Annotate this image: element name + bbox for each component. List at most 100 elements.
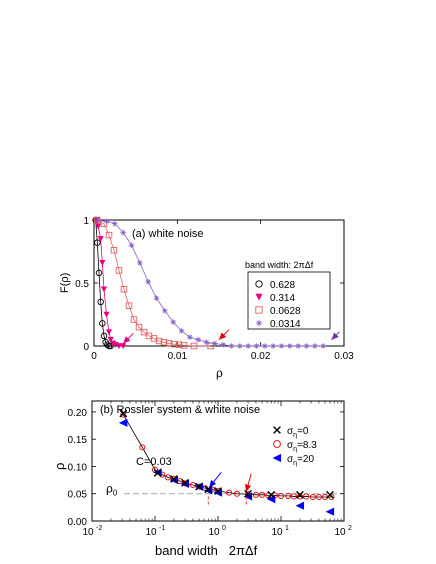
data-point [130, 316, 138, 323]
data-point [94, 239, 101, 246]
x-tick-label: 10 [271, 527, 283, 538]
data-point [120, 229, 126, 236]
data-point [187, 334, 193, 340]
data-point [170, 319, 176, 325]
data-point [170, 340, 178, 348]
x-tick-exponent: 2 [348, 525, 352, 532]
annotation-arrow [208, 472, 222, 488]
x-tick-label: 0.03 [334, 351, 354, 362]
panel-a-arrows [122, 329, 340, 344]
panel-a-series [92, 216, 326, 350]
data-point [137, 260, 143, 266]
x-tick-label: 10 [208, 527, 220, 538]
data-point [120, 286, 128, 293]
panel-b-legend: ση=0ση=8.3ση=20 [272, 426, 317, 467]
legend-label: ση=8.3 [287, 440, 317, 453]
y-tick-label: 0.05 [68, 490, 88, 501]
data-point [245, 343, 251, 349]
data-point [285, 492, 292, 499]
legend-label: 0.314 [270, 293, 295, 304]
x-tick-label: 0 [91, 351, 97, 362]
y-tick-label: 0.00 [68, 517, 88, 528]
data-point [226, 489, 233, 496]
data-point [99, 260, 106, 266]
data-point [120, 411, 127, 418]
x-tick-label: 10 [334, 527, 346, 538]
data-point [320, 343, 326, 349]
legend-marker [272, 453, 282, 463]
annotation-arrow-head [331, 332, 339, 340]
data-point [204, 485, 213, 494]
data-point [97, 298, 104, 306]
panel-a-xlabel: ρ [216, 366, 223, 380]
data-point [190, 342, 198, 350]
panel-b-ylabel: ρ [52, 463, 67, 470]
data-point [175, 341, 183, 348]
data-point [253, 343, 260, 349]
panel-b-series [118, 409, 335, 516]
y-tick-label: 1 [83, 216, 89, 227]
data-point [153, 295, 160, 301]
panel-b-xlabel: band width 2πΔf [155, 543, 258, 558]
data-point [195, 336, 201, 343]
data-point [195, 482, 203, 491]
data-point [214, 487, 222, 495]
annotation-arrow [122, 333, 134, 344]
panel-a-legend-title: band width: 2πΔf [245, 260, 314, 270]
panel-a-legend-box [247, 271, 331, 330]
data-point [290, 493, 297, 500]
data-point [120, 343, 127, 350]
data-point [243, 492, 253, 501]
data-point [237, 343, 243, 349]
data-point [160, 338, 168, 346]
y-tick-label: 0.10 [68, 462, 88, 473]
data-point [107, 342, 114, 350]
data-point [212, 340, 218, 347]
x-tick-exponent: -1 [159, 525, 165, 532]
panel-a-legend: 0.628 0.314 0.0628 0.0314 [255, 280, 301, 330]
data-point [99, 320, 106, 327]
data-point [295, 343, 301, 349]
data-point [252, 491, 259, 498]
data-point [103, 218, 110, 225]
x-tick-label: 10 [145, 527, 157, 538]
data-point [112, 220, 118, 227]
panel-a-ylabel: F(ρ) [59, 273, 71, 293]
data-point [326, 490, 334, 499]
legend-marker [255, 306, 263, 314]
legend-marker [255, 293, 263, 301]
data-point [203, 339, 210, 346]
data-point [303, 493, 310, 500]
annotation-arrow-head [244, 484, 252, 492]
x-tick-exponent: 0 [222, 525, 226, 532]
panel-a-ticks: 0 0.01 0.02 0.03 0 0.5 1 [75, 216, 354, 362]
data-point [309, 493, 316, 501]
data-point [220, 341, 226, 348]
data-point [287, 343, 293, 349]
data-point [189, 481, 196, 489]
data-point [105, 231, 113, 239]
data-point [165, 340, 173, 347]
annotation-arrow [244, 473, 252, 492]
legend-label: ση=20 [287, 454, 314, 467]
data-point [296, 490, 304, 499]
data-point [95, 269, 103, 277]
annotation-arrow-head [219, 332, 227, 340]
data-point [162, 307, 168, 314]
data-point [100, 286, 108, 293]
legend-label: 0.0314 [270, 319, 301, 330]
data-point [213, 488, 223, 497]
annotation-arrow [218, 329, 230, 341]
panel-b-annotation: C=0.03 [136, 456, 172, 468]
x-tick-exponent: 1 [285, 525, 289, 532]
panel-b-label: (b) Rossler system & white noise [100, 404, 260, 416]
data-point [103, 311, 110, 318]
x-tick-exponent: -2 [96, 525, 102, 532]
legend-label: 0.0628 [270, 306, 301, 317]
reference-line-label: ρ0 [106, 482, 118, 498]
data-point [267, 490, 276, 499]
y-tick-label: 0 [83, 342, 89, 353]
data-point [312, 343, 318, 349]
data-point [270, 343, 276, 349]
